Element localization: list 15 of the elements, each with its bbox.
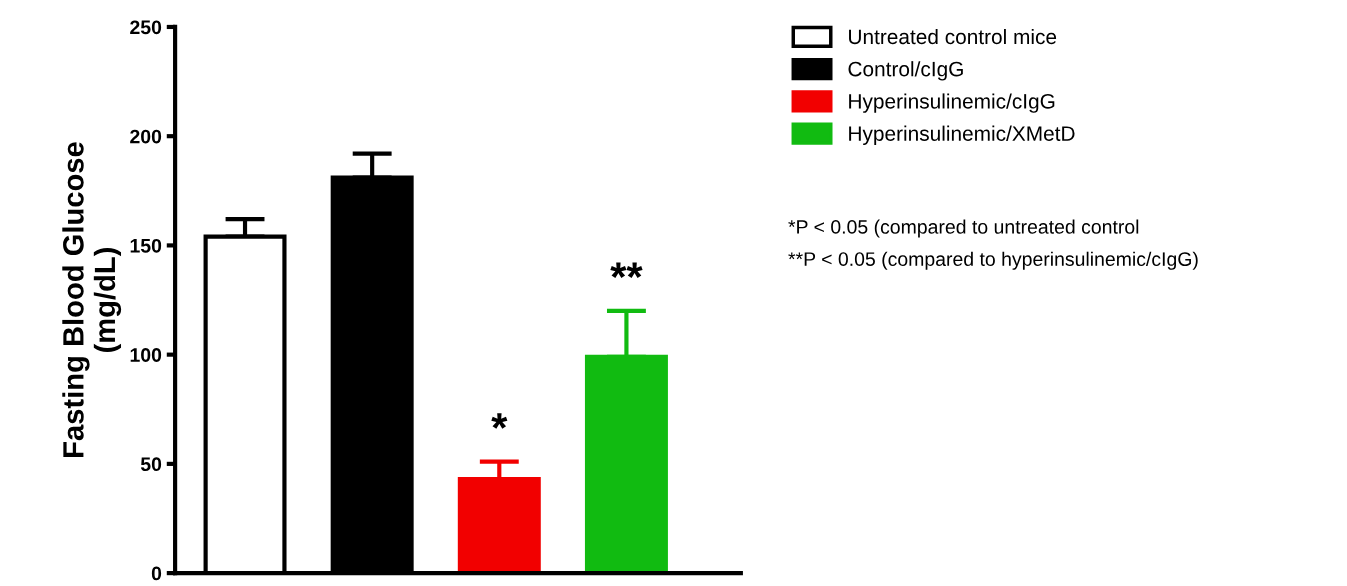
- data-label: *: [491, 413, 508, 429]
- data-label: **: [610, 262, 643, 279]
- legend-label: Control/cIgG: [848, 61, 963, 81]
- y-tick-label: 100: [130, 348, 162, 362]
- legend-label: Untreated control mice: [849, 28, 1057, 45]
- y-tick-label: 50: [140, 457, 162, 472]
- y-tick-label: 0: [151, 566, 162, 581]
- y-tick-label: 150: [130, 238, 162, 253]
- y-axis-title: Fasting Blood Glucose (mg/dL): [62, 142, 122, 457]
- y-tick-label: 250: [130, 20, 162, 35]
- text: *P < 0.05 (compared to untreated control: [788, 219, 1139, 238]
- legend-label: Hyperinsulinemic/XMetD: [849, 125, 1075, 146]
- legend-label: Hyperinsulinemic/cIgG: [849, 93, 1055, 113]
- y-tick-label: 200: [130, 129, 162, 144]
- text: **P < 0.05 (compared to hyperinsulinemic/cIgG): [788, 251, 1198, 270]
